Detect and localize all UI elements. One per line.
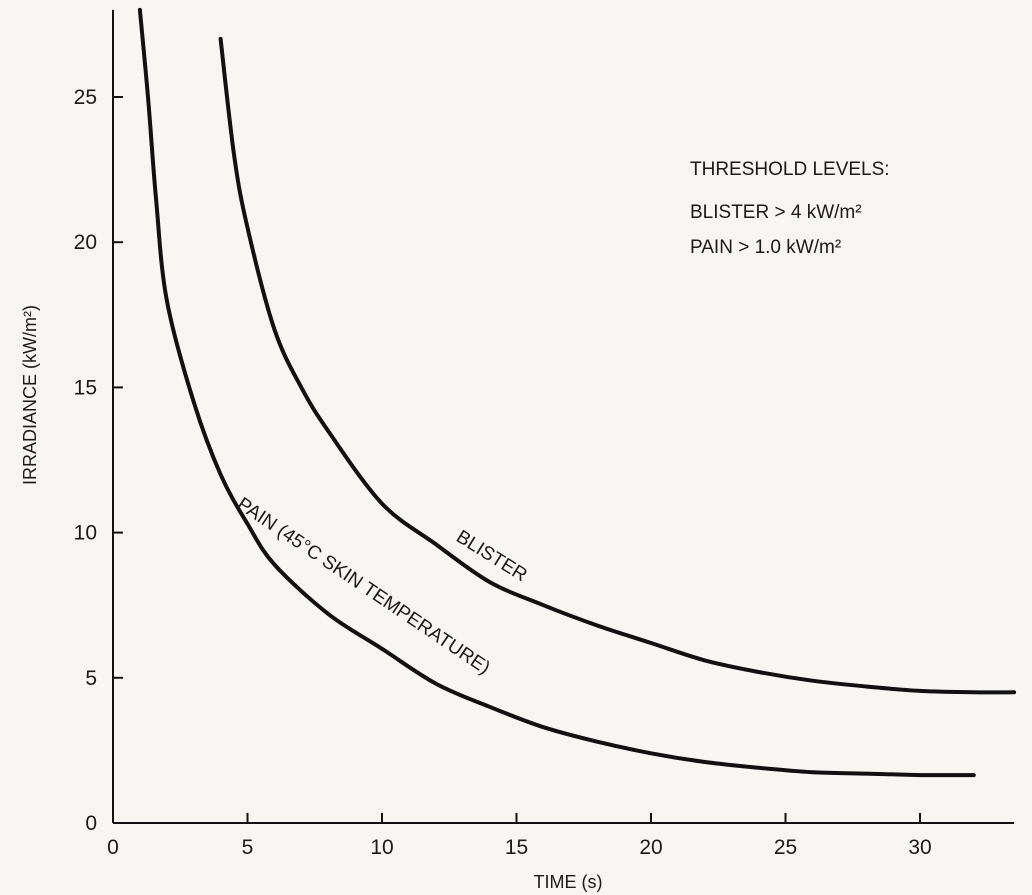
y-tick-label: 20 [74,231,97,254]
x-tick-label: 15 [505,836,528,859]
curves [137,7,1017,778]
labels: TIME (s) IRRADIANCE (kW/m²) THRESHOLD LE… [20,159,890,892]
threshold-pain: PAIN > 1.0 kW/m² [690,237,841,258]
blister-curve [218,36,1017,695]
series-label-blister: BLISTER [452,526,530,586]
threshold-blister: BLISTER > 4 kW/m² [690,202,862,223]
series-label-pain: PAIN (45°C SKIN TEMPERATURE) [233,494,493,679]
y-tick-label: 10 [74,522,97,545]
threshold-title: THRESHOLD LEVELS: [690,159,890,180]
y-tick-label: 0 [85,812,97,835]
x-tick-label: 20 [639,836,662,859]
x-tick-label: 5 [242,836,254,859]
pain-curve [137,7,976,778]
y-tick-label: 25 [74,86,97,109]
y-tick-label: 5 [85,667,97,690]
y-axis-label: IRRADIANCE (kW/m²) [20,305,40,485]
y-tick-label: 15 [74,376,97,399]
x-axis-label: TIME (s) [534,872,603,892]
x-tick-label: 10 [370,836,393,859]
x-tick-label: 25 [774,836,797,859]
x-tick-label: 30 [908,836,931,859]
axes: 0 5 10 15 20 25 0 5 10 15 20 25 30 [74,9,1015,859]
x-tick-label: 0 [107,836,119,859]
